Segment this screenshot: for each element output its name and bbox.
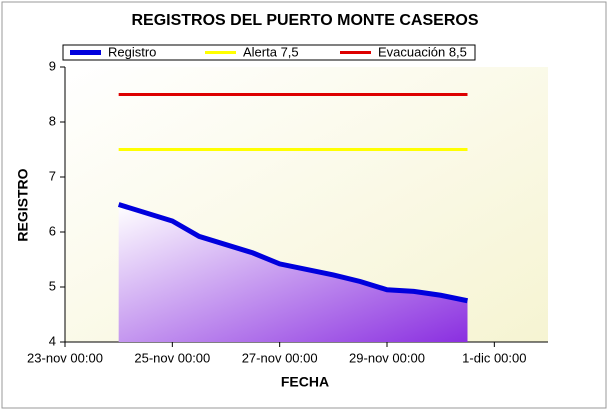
chart-title: REGISTROS DEL PUERTO MONTE CASEROS — [131, 12, 478, 29]
x-tick-label: 23-nov 00:00 — [27, 350, 103, 365]
y-tick-label: 8 — [49, 113, 56, 128]
legend-label: Registro — [108, 44, 156, 59]
x-tick-label: 27-nov 00:00 — [242, 350, 318, 365]
legend-label: Alerta 7,5 — [243, 44, 299, 59]
y-tick-label: 4 — [49, 333, 56, 348]
y-tick-label: 9 — [49, 58, 56, 73]
x-tick-label: 1-dic 00:00 — [462, 350, 526, 365]
y-tick-label: 6 — [49, 223, 56, 238]
x-axis-label: FECHA — [281, 374, 329, 390]
y-axis-label: REGISTRO — [15, 168, 31, 241]
y-tick-label: 7 — [49, 168, 56, 183]
x-tick-label: 29-nov 00:00 — [349, 350, 425, 365]
legend — [62, 44, 476, 61]
x-tick-label: 25-nov 00:00 — [134, 350, 210, 365]
series-line — [117, 202, 469, 304]
legend-label: Evacuación 8,5 — [378, 44, 467, 59]
y-tick-label: 5 — [49, 278, 56, 293]
